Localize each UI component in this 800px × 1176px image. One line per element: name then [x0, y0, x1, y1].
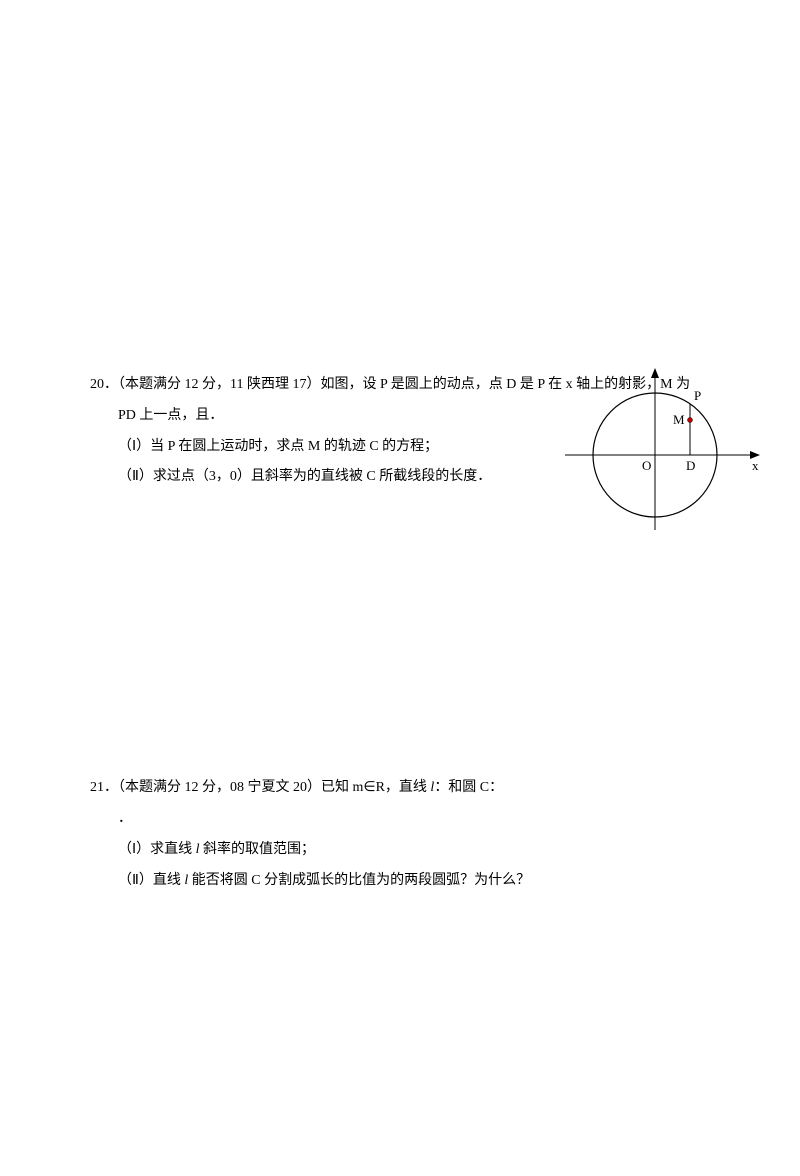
p21-text3a: （Ⅰ）求直线: [118, 842, 196, 857]
label-x: x: [752, 458, 759, 473]
p21-number: 21．: [90, 780, 118, 795]
label-O: O: [642, 458, 651, 473]
problem-20: 20．（本题满分 12 分，11 陕西理 17）如图，设 P 是圆上的动点，点 …: [90, 370, 740, 493]
label-P: P: [694, 388, 701, 403]
label-M: M: [673, 412, 685, 427]
p21-text1b: ：和圆 C：: [434, 780, 503, 795]
p21-line2: ．: [90, 804, 740, 835]
p21-text3b: 斜率的取值范围；: [200, 842, 316, 857]
p21-text4a: （Ⅱ）直线: [118, 873, 184, 888]
circle-diagram: P M O D x: [560, 360, 760, 540]
y-arrow: [651, 368, 659, 378]
p20-number: 20．: [90, 377, 118, 392]
p21-text4b: 能否将圆 C 分割成弧长的比值为的两段圆弧？为什么？: [188, 873, 530, 888]
p21-line4: （Ⅱ）直线 l 能否将圆 C 分割成弧长的比值为的两段圆弧？为什么？: [90, 866, 740, 897]
label-D: D: [686, 458, 695, 473]
point-M: [688, 418, 693, 423]
diagram-svg: P M O D x: [560, 360, 760, 540]
p21-line3: （Ⅰ）求直线 l 斜率的取值范围；: [90, 835, 740, 866]
p21-text1a: （本题满分 12 分，08 宁夏文 20）已知 m∈R，直线: [118, 780, 430, 795]
problem-21: 21．（本题满分 12 分，08 宁夏文 20）已知 m∈R，直线 l：和圆 C…: [90, 773, 740, 896]
p21-line1: 21．（本题满分 12 分，08 宁夏文 20）已知 m∈R，直线 l：和圆 C…: [90, 773, 740, 804]
